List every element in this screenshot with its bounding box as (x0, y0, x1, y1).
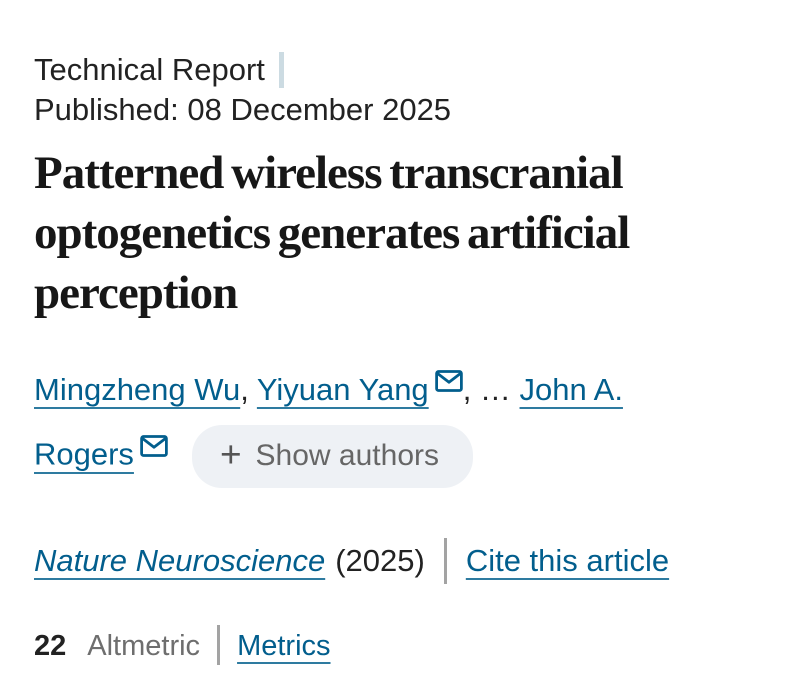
author-link-john-rogers[interactable]: Rogers (34, 436, 134, 472)
title-line: Patterned wireless transcranial (34, 147, 624, 199)
author-separator: , (240, 372, 257, 407)
email-icon[interactable] (434, 370, 463, 392)
metrics-link[interactable]: Metrics (237, 629, 331, 662)
author-link-yiyuan-yang[interactable]: Yiyuan Yang (256, 372, 429, 407)
published-date: Published: 08 December 2025 (34, 92, 452, 127)
show-authors-label: Show authors (255, 438, 439, 472)
publication-year: (2025) (335, 543, 425, 578)
article-meta: Technical Report Published: 08 December … (34, 50, 772, 130)
journal-link[interactable]: Nature Neuroscience (34, 543, 326, 578)
article-type: Technical Report (34, 52, 265, 87)
altmetric-label: Altmetric (87, 629, 201, 662)
divider (217, 625, 221, 666)
divider (443, 537, 447, 584)
show-authors-button[interactable]: + Show authors (191, 425, 473, 488)
title-line: optogenetics generates artificial (34, 207, 630, 259)
journal-line: Nature Neuroscience (2025) Cite this artic… (34, 537, 772, 586)
authors-ellipsis: , … (462, 372, 520, 407)
article-type-line: Technical Report (34, 50, 772, 90)
author-link-john-rogers[interactable]: John A. (519, 372, 623, 407)
email-icon[interactable] (140, 434, 168, 457)
metrics-line: 22 Altmetric Metrics (34, 625, 772, 667)
divider (278, 51, 284, 88)
page-title: Patterned wireless transcranial optogene… (34, 143, 772, 323)
authors-list: Mingzheng Wu, Yiyuan Yang , … John A. Rog… (34, 369, 772, 488)
altmetric-count: 22 (34, 629, 67, 662)
author-link-mingzheng-wu[interactable]: Mingzheng Wu (34, 372, 241, 407)
title-line: perception (34, 267, 238, 319)
article-header: Technical Report Published: 08 December … (34, 50, 772, 667)
cite-article-link[interactable]: Cite this article (465, 543, 670, 578)
authors-line: Mingzheng Wu, Yiyuan Yang , … John A. (34, 369, 772, 411)
plus-icon: + (219, 434, 242, 475)
authors-line: Rogers + Show authors (34, 425, 772, 488)
